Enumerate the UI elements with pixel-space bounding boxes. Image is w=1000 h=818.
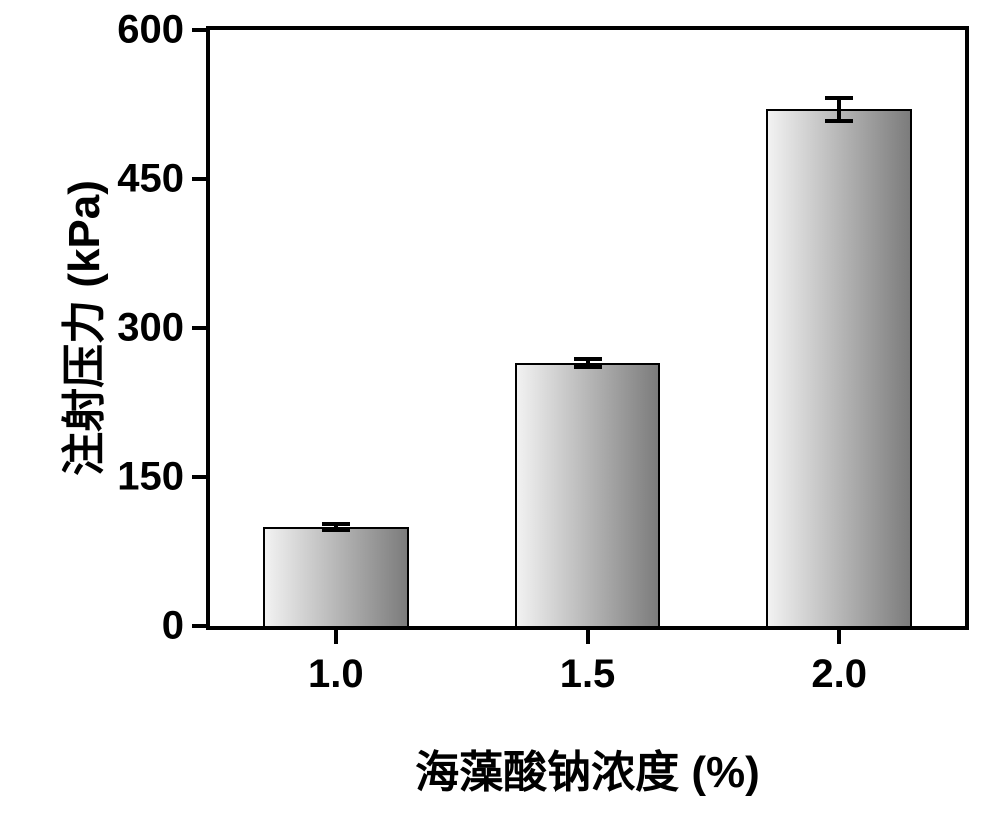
x-tick (334, 630, 338, 644)
x-tick (586, 630, 590, 644)
bar-chart-figure: 0 150 300 450 600 1.0 1.5 2.0 注射压力 (kPa) 海藻酸钠浓度 (… (0, 0, 1000, 818)
y-tick (192, 475, 206, 479)
bar (263, 527, 409, 626)
y-tick-label: 0 (162, 604, 184, 649)
y-tick (192, 326, 206, 330)
y-tick (192, 177, 206, 181)
x-tick (837, 630, 841, 644)
y-tick-label: 600 (117, 8, 184, 53)
error-bar-cap (574, 365, 602, 369)
error-bar-cap (574, 357, 602, 361)
plot-border (965, 26, 969, 630)
bar (515, 363, 661, 626)
error-bar-cap (825, 119, 853, 123)
y-tick (192, 28, 206, 32)
y-tick-label: 300 (117, 306, 184, 351)
plot-border (206, 26, 969, 30)
error-bar-stem (837, 98, 841, 122)
y-tick-label: 450 (117, 157, 184, 202)
error-bar-cap (825, 96, 853, 100)
error-bar-cap (322, 522, 350, 526)
error-bar-cap (322, 528, 350, 532)
x-tick-label: 2.0 (811, 652, 867, 697)
x-axis-title: 海藻酸钠浓度 (%) (415, 736, 760, 800)
plot-border (206, 26, 210, 630)
bar (766, 109, 912, 626)
x-tick-label: 1.0 (308, 652, 364, 697)
y-axis-title: 注射压力 (kPa) (48, 180, 112, 476)
y-tick-label: 150 (117, 455, 184, 500)
y-tick (192, 624, 206, 628)
x-tick-label: 1.5 (560, 652, 616, 697)
